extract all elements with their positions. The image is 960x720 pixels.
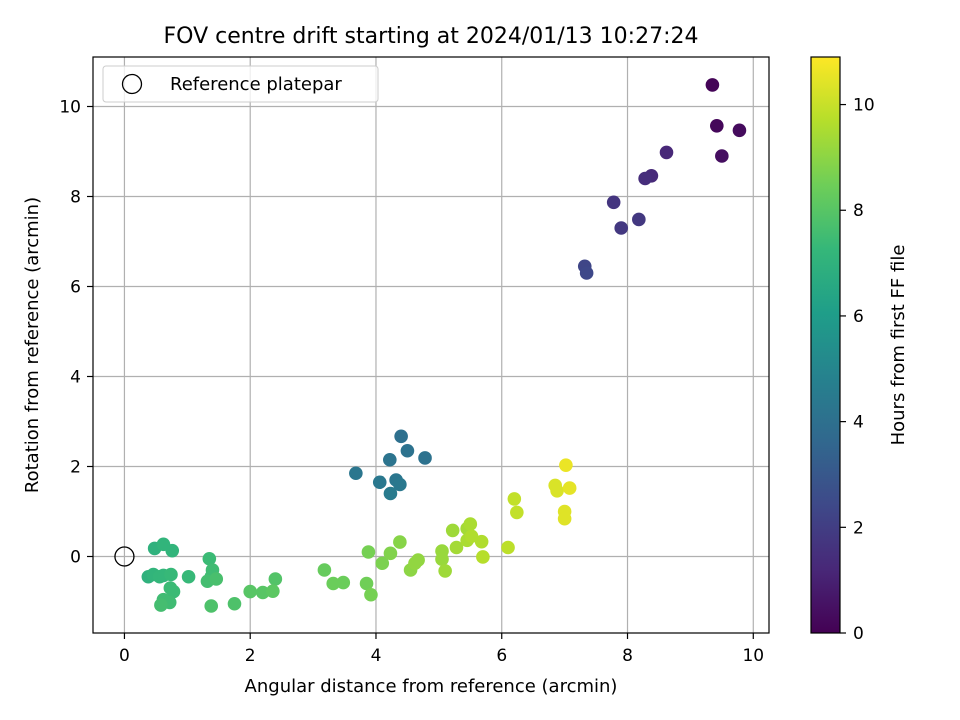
data-point	[255, 585, 270, 600]
data-point	[164, 567, 178, 582]
reference-platepar-marker	[114, 546, 135, 567]
reference-marker-group	[114, 546, 135, 567]
x-tick-label: 0	[119, 646, 130, 666]
y-tick-label: 10	[59, 98, 81, 118]
y-tick-label: 4	[70, 368, 81, 388]
legend-label-reference: Reference platepar	[170, 74, 342, 95]
data-point	[559, 458, 573, 472]
data-point	[204, 599, 219, 613]
y-axis-label: Rotation from reference (arcmin)	[22, 197, 43, 493]
colorbar-tick-label: 0	[853, 624, 864, 644]
y-tick-label: 2	[70, 458, 81, 478]
x-tick-label: 8	[622, 646, 633, 666]
colorbar-label: Hours from first FF file	[888, 245, 909, 446]
data-point	[266, 584, 280, 598]
data-point	[606, 195, 621, 210]
colorbar-tick-label: 10	[853, 96, 875, 116]
data-point	[715, 149, 729, 163]
data-point	[393, 477, 407, 492]
data-point	[375, 556, 390, 571]
y-tick-label: 6	[70, 278, 81, 298]
colorbar-tick-label: 2	[853, 518, 864, 538]
x-tick-label: 2	[245, 646, 256, 666]
colorbar-tick-label: 4	[853, 413, 864, 433]
data-point	[361, 545, 376, 559]
data-point	[372, 475, 387, 490]
data-point	[438, 564, 452, 578]
data-point	[336, 575, 351, 590]
data-point	[181, 569, 196, 584]
chart-title: FOV centre drift starting at 2024/01/13 …	[164, 24, 699, 49]
colorbar: 0 2 4 6 8 10 Hours from first FF file	[810, 56, 909, 644]
data-point	[510, 505, 524, 520]
data-point	[166, 584, 181, 599]
data-point	[638, 171, 652, 186]
data-point	[562, 481, 577, 495]
data-point	[268, 572, 283, 586]
data-point	[209, 572, 224, 586]
y-tick-label: 8	[70, 188, 81, 208]
x-tick-label: 4	[371, 646, 382, 666]
colorbar-frame	[810, 56, 841, 634]
data-point	[411, 553, 425, 567]
data-point	[418, 451, 432, 465]
data-point	[507, 492, 522, 506]
data-point	[383, 452, 397, 467]
data-point	[501, 540, 515, 555]
data-point	[659, 145, 674, 160]
data-point	[710, 119, 724, 133]
data-point	[243, 584, 258, 599]
data-point	[202, 551, 217, 566]
data-point	[154, 598, 168, 612]
plot-area	[93, 57, 769, 633]
data-point	[326, 576, 341, 591]
data-point	[474, 534, 489, 549]
y-tick-label: 0	[70, 548, 81, 568]
legend-marker-reference	[121, 73, 143, 95]
data-point	[445, 523, 460, 538]
data-point	[349, 466, 363, 481]
y-axis-ticks: 0 2 4 6 8 10	[59, 98, 93, 568]
x-axis-label: Angular distance from reference (arcmin)	[245, 676, 618, 697]
data-point	[364, 587, 378, 602]
data-point	[165, 543, 180, 558]
legend-box	[102, 65, 379, 103]
x-axis-ticks: 0 2 4 6 8 10	[119, 633, 764, 666]
data-point	[463, 517, 478, 531]
data-point	[614, 221, 629, 235]
data-point	[394, 429, 408, 444]
data-point	[227, 596, 242, 611]
colorbar-ticks: 0 2 4 6 8 10	[840, 96, 875, 644]
legend: Reference platepar	[102, 65, 379, 103]
data-point	[317, 563, 332, 577]
data-point	[632, 212, 646, 227]
data-point	[732, 123, 747, 138]
colorbar-fill	[811, 57, 840, 633]
data-point	[435, 552, 449, 566]
data-point	[400, 443, 415, 458]
data-point	[464, 529, 479, 544]
colorbar-tick-label: 6	[853, 307, 864, 327]
colorbar-tick-label: 8	[853, 201, 864, 221]
data-point	[383, 486, 398, 501]
data-point	[449, 540, 464, 555]
data-point	[550, 484, 564, 498]
data-point	[383, 546, 398, 561]
data-point	[476, 550, 490, 564]
data-point	[557, 511, 572, 526]
x-tick-label: 10	[742, 646, 764, 666]
plot-frame	[92, 56, 770, 634]
data-point	[393, 535, 407, 549]
data-point	[579, 266, 594, 280]
x-tick-label: 6	[496, 646, 507, 666]
data-point	[359, 576, 374, 591]
data-point	[705, 78, 720, 92]
scatter-points	[141, 78, 747, 613]
